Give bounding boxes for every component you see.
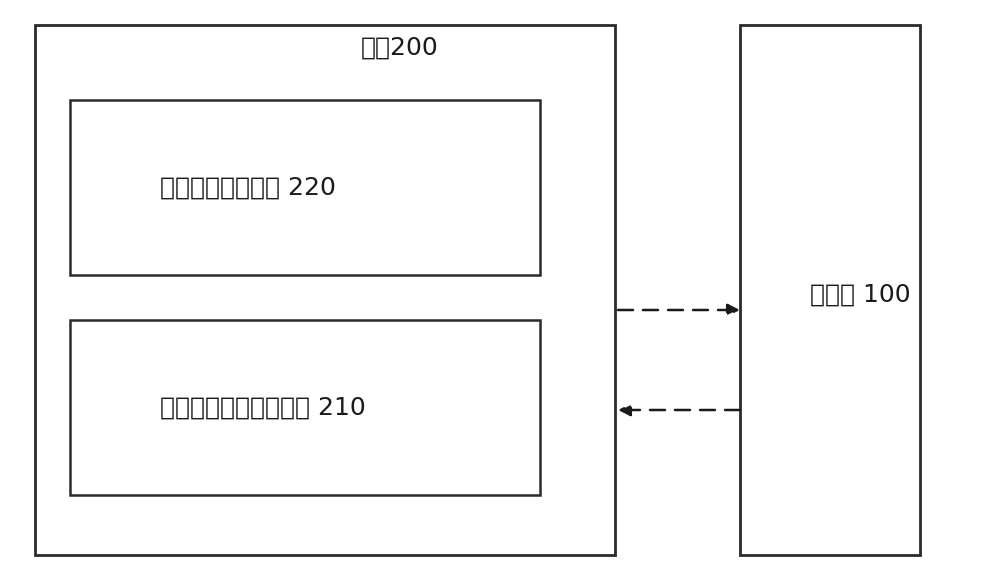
Bar [70, 320, 540, 495]
Text: 服务器 100: 服务器 100 [810, 283, 910, 307]
Bar [740, 25, 920, 555]
Bar [35, 25, 615, 555]
Text: 热红外影像传感器 220: 热红外影像传感器 220 [160, 176, 336, 200]
Text: 地表反射率影像传感器 210: 地表反射率影像传感器 210 [160, 396, 366, 420]
Text: 卫星200: 卫星200 [361, 36, 439, 60]
Bar [70, 100, 540, 275]
